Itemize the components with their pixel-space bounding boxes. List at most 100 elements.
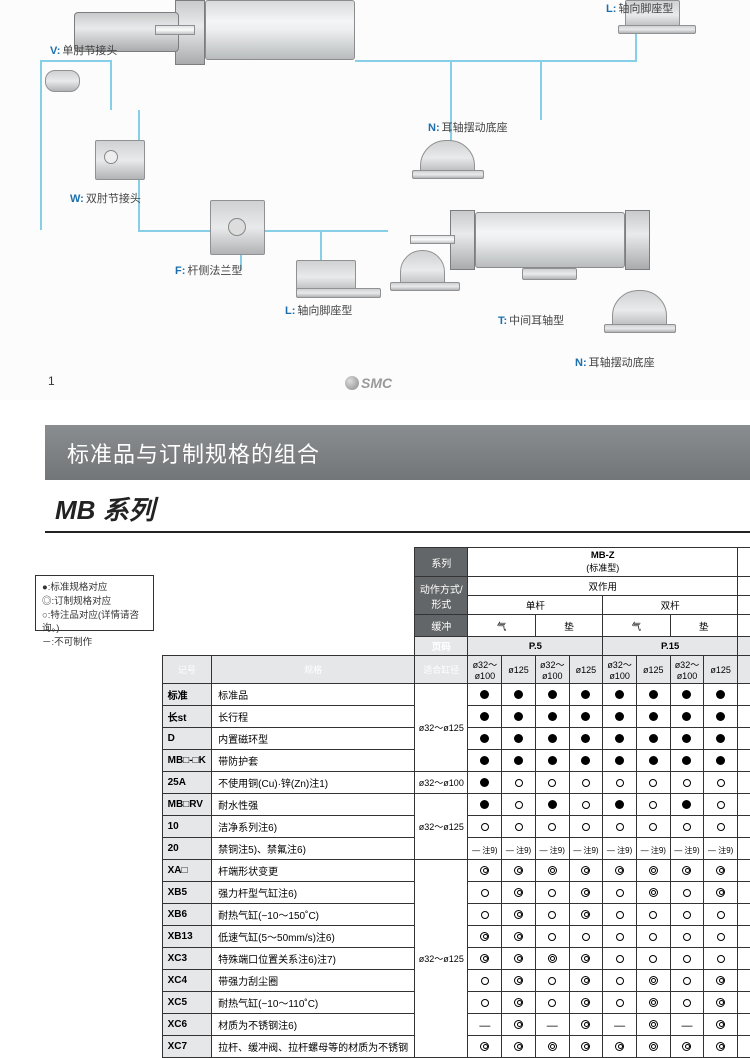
- bore-5: ø125: [636, 656, 670, 684]
- symbol-cell: [535, 860, 569, 882]
- symbol-cell: [569, 904, 603, 926]
- symbol-cell: [535, 882, 569, 904]
- symbol-cell: [636, 948, 670, 970]
- symbol-cell: [636, 992, 670, 1014]
- symbol-cell: [704, 684, 738, 706]
- symbol-cell: [603, 882, 637, 904]
- symbol-cell: [636, 1036, 670, 1058]
- symbol-legend: ●:标准规格对应 ◎:订制规格对应 ○:特注品对应(详情请咨询。) －:不可制作: [35, 575, 154, 631]
- hdr-air-2: 气: [603, 615, 670, 637]
- symbol-cell: [569, 728, 603, 750]
- symbol-cell: [636, 904, 670, 926]
- symbol-cell: — 注9): [670, 838, 704, 860]
- symbol-cell: [670, 816, 704, 838]
- bore-2: ø32～ø100: [535, 656, 569, 684]
- spec-cell: 不使用铜(Cu)·锌(Zn)注1): [212, 772, 415, 794]
- symbol-cell: [670, 948, 704, 970]
- bore-4: ø32～ø100: [603, 656, 637, 684]
- symbol-cell: [468, 860, 502, 882]
- symbol-cell: [502, 816, 536, 838]
- code-cell: XB6: [162, 904, 212, 926]
- code-cell: XB13: [162, 926, 212, 948]
- symbol-cell: [704, 794, 738, 816]
- symbol-cell: [502, 926, 536, 948]
- symbol-cell: [569, 860, 603, 882]
- symbol-cell: [670, 970, 704, 992]
- symbol-cell: [569, 926, 603, 948]
- symbol-cell: [670, 772, 704, 794]
- hdr-rod-single: 单杆: [468, 596, 603, 615]
- spec-table-wrap: ●:标准规格对应 ◎:订制规格对应 ○:特注品对应(详情请咨询。) －:不可制作…: [35, 547, 750, 1058]
- symbol-cell: — 注9): [636, 838, 670, 860]
- legend-double: ◎:订制规格对应: [42, 595, 147, 609]
- callout-W: W:双肘节接头: [70, 190, 141, 206]
- symbol-cell: [670, 860, 704, 882]
- symbol-cell: [535, 1036, 569, 1058]
- symbol-cell: [603, 970, 637, 992]
- symbol-cell: [636, 684, 670, 706]
- code-cell: XB5: [162, 882, 212, 904]
- symbol-cell: [569, 948, 603, 970]
- symbol-cell: —: [535, 1014, 569, 1036]
- spec-cell: 特殊端口位置关系注6)注7): [212, 948, 415, 970]
- symbol-cell: [636, 926, 670, 948]
- hdr-air-1: 气: [468, 615, 535, 637]
- hdr-rod-double: 双杆: [603, 596, 738, 615]
- code-cell: XC5: [162, 992, 212, 1014]
- spec-cell: 拉杆、缓冲阀、拉杆螺母等的材质为不锈钢: [212, 1036, 415, 1058]
- symbol-cell: [704, 750, 738, 772]
- series-title: MB 系列: [55, 490, 750, 527]
- callout-N1: N:耳轴摆动底座: [428, 119, 508, 135]
- symbol-cell: [603, 816, 637, 838]
- symbol-cell: [569, 750, 603, 772]
- symbol-cell: [502, 904, 536, 926]
- symbol-cell: [468, 948, 502, 970]
- symbol-cell: [535, 706, 569, 728]
- symbol-cell: [603, 992, 637, 1014]
- symbol-cell: [636, 882, 670, 904]
- symbol-cell: [468, 1036, 502, 1058]
- symbol-cell: [603, 728, 637, 750]
- fit-cell: ø32～ø100: [415, 772, 468, 794]
- symbol-cell: [603, 860, 637, 882]
- symbol-cell: [636, 970, 670, 992]
- symbol-cell: [704, 728, 738, 750]
- symbol-cell: [603, 684, 637, 706]
- symbol-cell: [535, 728, 569, 750]
- symbol-cell: [704, 882, 738, 904]
- symbol-cell: [502, 794, 536, 816]
- symbol-cell: [468, 882, 502, 904]
- symbol-cell: [569, 816, 603, 838]
- table-row: 标准标准品ø32～ø125: [162, 684, 750, 706]
- symbol-cell: [468, 684, 502, 706]
- symbol-cell: [535, 772, 569, 794]
- symbol-cell: [704, 706, 738, 728]
- hdr-action: 双作用: [468, 577, 738, 596]
- symbol-cell: [535, 926, 569, 948]
- symbol-cell: — 注9): [535, 838, 569, 860]
- symbol-cell: — 注9): [569, 838, 603, 860]
- fit-cell: ø32～ø125: [415, 794, 468, 860]
- symbol-cell: [468, 816, 502, 838]
- symbol-cell: [636, 860, 670, 882]
- symbol-cell: — 注9): [603, 838, 637, 860]
- symbol-cell: [670, 882, 704, 904]
- symbol-cell: [502, 706, 536, 728]
- symbol-cell: [468, 706, 502, 728]
- symbol-cell: [468, 970, 502, 992]
- symbol-cell: [569, 970, 603, 992]
- symbol-cell: [569, 1036, 603, 1058]
- table-row: 25A不使用铜(Cu)·锌(Zn)注1)ø32～ø100: [162, 772, 750, 794]
- symbol-cell: [704, 926, 738, 948]
- code-cell: D: [162, 728, 212, 750]
- code-cell: MB□-□K: [162, 750, 212, 772]
- symbol-cell: [636, 794, 670, 816]
- symbol-cell: [603, 948, 637, 970]
- hdr-p5: P.5: [468, 637, 603, 656]
- callout-F: F:杆侧法兰型: [175, 262, 242, 278]
- symbol-cell: [670, 1036, 704, 1058]
- symbol-cell: [670, 750, 704, 772]
- symbol-cell: [569, 882, 603, 904]
- legend-full: ●:标准规格对应: [42, 581, 147, 595]
- symbol-cell: [468, 728, 502, 750]
